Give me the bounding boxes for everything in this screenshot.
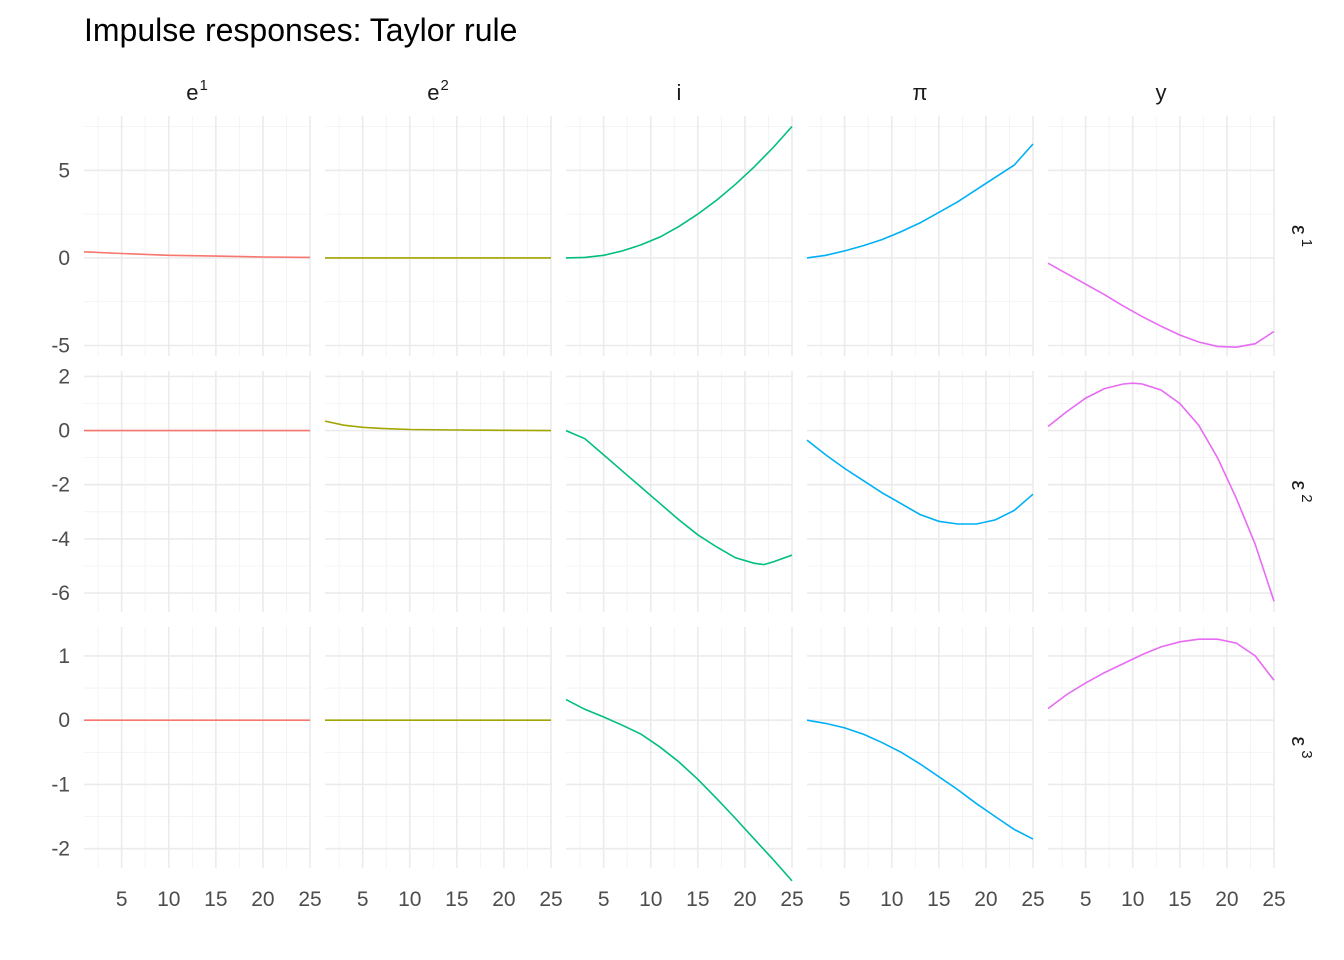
x-tick-label: 25: [539, 888, 562, 911]
row-strip-eps1: ε1: [1287, 225, 1315, 247]
column-strip-y: y: [1156, 80, 1167, 105]
x-tick-label: 5: [598, 888, 610, 911]
x-tick-label: 15: [445, 888, 468, 911]
x-tick-label: 20: [492, 888, 515, 911]
x-tick-label: 15: [204, 888, 227, 911]
panel-eps3-e2: [325, 627, 552, 868]
column-strip-sup: 1: [199, 77, 207, 94]
x-tick-label: 15: [927, 888, 950, 911]
y-tick-label: 2: [58, 365, 70, 388]
row-strip-eps2: ε2: [1287, 480, 1315, 502]
facet-panels: [83, 116, 1275, 882]
series-line-eps1-e1: [83, 251, 311, 259]
x-tick-label: 5: [1080, 888, 1092, 911]
column-strip-i: i: [677, 80, 682, 105]
x-tick-label: 20: [733, 888, 756, 911]
y-tick-label: -5: [51, 334, 70, 357]
y-tick-label: 5: [58, 159, 70, 182]
y-tick-label: -2: [51, 474, 70, 497]
x-tick-label: 25: [1262, 888, 1285, 911]
row-strip-eps3: ε3: [1287, 736, 1315, 758]
x-tick-label: 5: [357, 888, 369, 911]
panel-eps2-y: [1048, 371, 1275, 612]
x-tick-label: 20: [1215, 888, 1238, 911]
column-strip-pi: π: [912, 80, 927, 105]
panel-eps3-e1: [84, 627, 311, 868]
x-tick-label: 10: [639, 888, 662, 911]
x-tick-label: 10: [880, 888, 903, 911]
panel-eps1-pi: [807, 116, 1034, 356]
panel-eps1-e1: [84, 116, 311, 356]
panel-eps2-i: [566, 371, 793, 612]
row-strip-sup: 1: [1298, 239, 1315, 247]
panel-eps3-y: [1048, 627, 1275, 868]
column-strip-sup: 2: [440, 77, 448, 94]
x-tick-label: 10: [398, 888, 421, 911]
row-strip-sup: 2: [1298, 494, 1315, 502]
row-strip-sup: 3: [1298, 750, 1315, 758]
panel-eps1-e2: [325, 116, 552, 356]
chart-title: Impulse responses: Taylor rule: [84, 12, 517, 48]
y-tick-label: -1: [51, 773, 70, 796]
x-tick-label: 10: [157, 888, 180, 911]
panel-eps1-i: [566, 116, 793, 356]
x-tick-label: 25: [1021, 888, 1044, 911]
series-line-eps2-pi: [806, 439, 1034, 525]
panel-eps2-pi: [807, 371, 1034, 612]
column-strip-e1: e1: [186, 77, 208, 105]
y-tick-label: -6: [51, 582, 70, 605]
series-line-eps2-y: [1047, 382, 1275, 602]
x-tick-label: 25: [298, 888, 321, 911]
y-tick-label: 1: [58, 645, 70, 668]
x-tick-label: 20: [251, 888, 274, 911]
panel-eps2-e1: [84, 371, 311, 612]
panel-eps1-y: [1048, 116, 1275, 356]
series-line-eps1-y: [1047, 262, 1275, 349]
panel-eps3-i: [566, 627, 793, 868]
series-line-eps1-pi: [806, 143, 1034, 259]
y-tick-label: 0: [58, 247, 70, 270]
x-tick-label: 5: [839, 888, 851, 911]
series-line-eps2-i: [565, 429, 793, 566]
x-tick-label: 15: [1168, 888, 1191, 911]
x-tick-label: 20: [974, 888, 997, 911]
panel-eps2-e2: [325, 371, 552, 612]
y-tick-label: -2: [51, 838, 70, 861]
column-strip-e2: e2: [427, 77, 449, 105]
series-line-eps3-y: [1047, 638, 1275, 710]
series-line-eps2-e2: [324, 420, 552, 432]
x-tick-label: 5: [116, 888, 128, 911]
x-tick-label: 25: [780, 888, 803, 911]
series-line-eps3-pi: [806, 719, 1034, 840]
series-line-eps3-i: [565, 698, 793, 882]
panel-eps3-pi: [807, 627, 1034, 868]
series-line-eps1-i: [565, 125, 793, 259]
x-tick-label: 10: [1121, 888, 1144, 911]
y-tick-label: 0: [58, 709, 70, 732]
y-tick-label: 0: [58, 420, 70, 443]
x-tick-label: 15: [686, 888, 709, 911]
y-tick-label: -4: [51, 528, 70, 551]
